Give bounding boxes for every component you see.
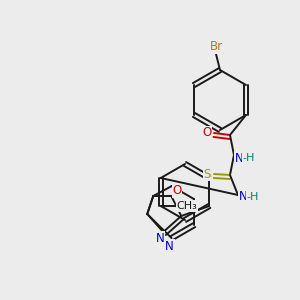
Text: N: N [238, 190, 247, 203]
Text: -H: -H [247, 192, 259, 202]
Text: O: O [202, 127, 211, 140]
Text: N: N [235, 152, 243, 164]
Text: N: N [165, 240, 174, 253]
Text: -H: -H [243, 153, 255, 163]
Text: N: N [156, 232, 165, 244]
Text: O: O [172, 184, 182, 197]
Text: S: S [203, 167, 211, 181]
Text: CH₃: CH₃ [176, 201, 197, 211]
Text: Br: Br [209, 40, 223, 53]
